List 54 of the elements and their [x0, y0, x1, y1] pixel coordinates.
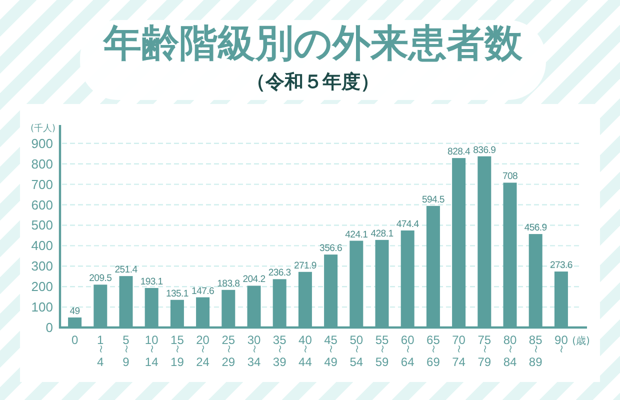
y-tick-label: 600: [31, 197, 53, 212]
x-tick-label: 65 〜 69: [426, 333, 440, 369]
data-label: 273.6: [550, 260, 572, 272]
data-label: 251.4: [114, 264, 138, 276]
x-tick-label: 40 〜 44: [298, 333, 312, 369]
data-label: 204.2: [242, 274, 266, 286]
x-tick-label: 80 〜 84: [503, 333, 517, 369]
y-tick-label: 500: [31, 218, 53, 233]
data-label: 594.5: [422, 194, 444, 206]
y-tick-label: 800: [31, 156, 53, 172]
y-tick-label: 100: [31, 300, 53, 315]
chart-title: 年齢階級別の外来患者数: [102, 21, 524, 65]
y-tick-label: 900: [31, 136, 53, 151]
data-label: 236.3: [268, 268, 291, 279]
x-tick-label: 85 〜 89: [528, 333, 543, 369]
y-axis-title: (千人): [30, 123, 56, 134]
x-tick-label: 75 〜 79: [478, 333, 492, 369]
x-tick-label: 50 〜 54: [350, 333, 364, 369]
data-label: 209.5: [89, 273, 112, 284]
x-tick-label: 10 〜 14: [144, 333, 159, 369]
y-tick-label: 700: [31, 176, 53, 192]
x-tick-label: 30 〜 34: [247, 333, 261, 369]
data-label: 147.6: [192, 286, 214, 297]
x-tick-label: 0: [71, 333, 78, 347]
data-label: 135.1: [166, 288, 188, 300]
x-tick-label: 20 〜 24: [196, 333, 210, 369]
x-tick-label: 60 〜 64: [400, 333, 415, 369]
data-label: 271.9: [294, 260, 316, 272]
x-tick-label: 25 〜 29: [222, 333, 236, 369]
x-tick-label: 90 〜: [554, 333, 568, 353]
x-tick-label: 15 〜 19: [170, 333, 184, 369]
data-label: 456.9: [524, 222, 547, 234]
data-label: 836.9: [473, 144, 496, 156]
y-tick-label: 0: [46, 320, 53, 335]
data-label: 474.4: [396, 218, 420, 230]
data-label: 708: [502, 171, 518, 182]
data-label: 428.1: [370, 228, 394, 240]
data-label: 828.4: [448, 146, 472, 158]
data-label: 49: [70, 306, 80, 317]
chart-subtitle: （令和５年度）: [246, 71, 380, 93]
data-label: 356.6: [320, 243, 342, 254]
x-tick-label: 35 〜 39: [272, 333, 287, 369]
x-axis-title: (歳): [572, 335, 590, 347]
y-tick-label: 300: [31, 258, 53, 274]
x-tick-label: 45 〜 49: [324, 333, 338, 369]
y-tick-label: 400: [31, 238, 53, 254]
data-label: 424.1: [345, 229, 368, 240]
x-tick-label: 5 〜 9: [121, 333, 130, 369]
x-tick-label: 1 〜 4: [96, 333, 105, 369]
data-label: 183.8: [217, 278, 240, 290]
y-tick-label: 200: [31, 279, 53, 294]
data-label: 193.1: [140, 276, 163, 288]
x-tick-label: 55 〜 59: [375, 333, 389, 369]
x-tick-label: 70 〜 74: [452, 333, 466, 369]
